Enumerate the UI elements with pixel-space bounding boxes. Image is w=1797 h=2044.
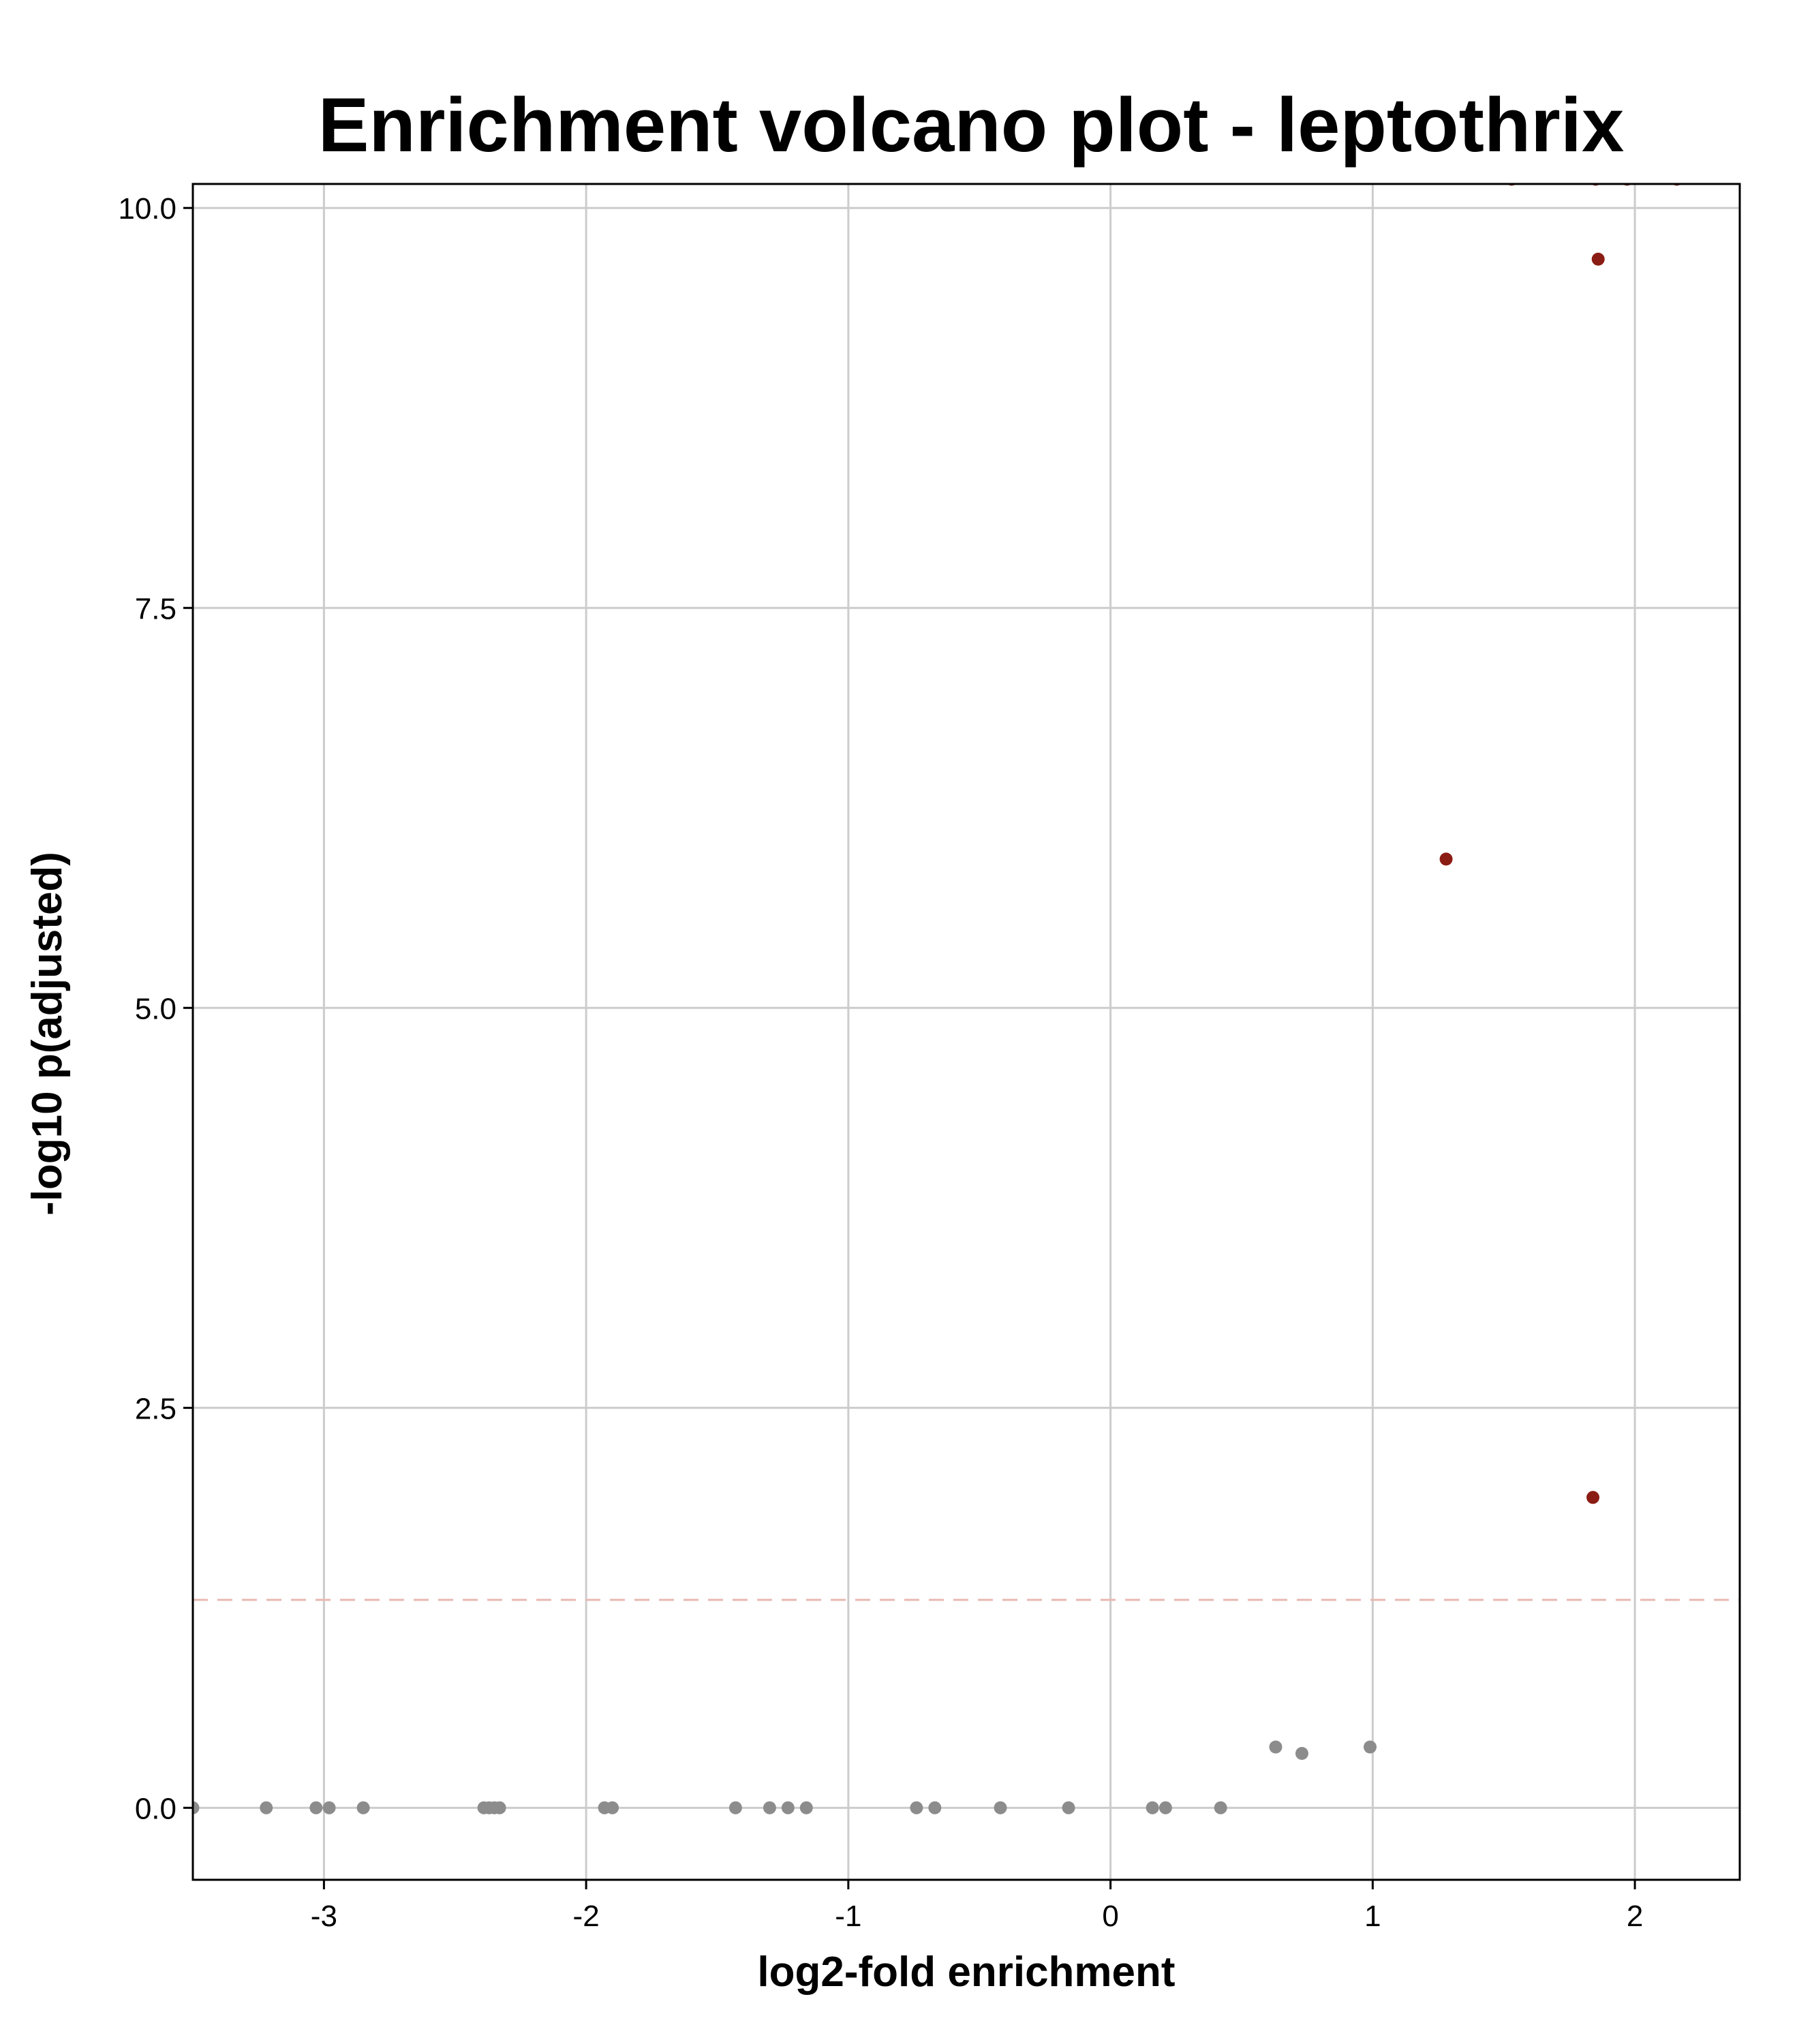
nonsignificant-point (1295, 1746, 1308, 1760)
nonsignificant-point (1364, 1740, 1377, 1754)
x-tick-label: 0 (1102, 1900, 1118, 1933)
nonsignificant-point (322, 1801, 336, 1814)
nonsignificant-point (928, 1801, 942, 1814)
nonsignificant-point (606, 1801, 619, 1814)
nonsignificant-point (728, 1801, 742, 1814)
x-tick-label: 1 (1364, 1900, 1381, 1933)
nonsignificant-point (1062, 1801, 1075, 1814)
y-axis: 0.0 2.5 5.0 7.5 10.0 (118, 192, 193, 1825)
nonsignificant-point (356, 1801, 370, 1814)
nonsignificant-point (1269, 1740, 1283, 1754)
nonsignificant-point (799, 1801, 813, 1814)
plot-border (191, 183, 1741, 1881)
y-tick-label: 10.0 (118, 192, 176, 226)
nonsignificant-point (910, 1801, 923, 1814)
x-axis: -3 -2 -1 0 1 2 (311, 1880, 1643, 1933)
y-tick-label: 2.5 (135, 1392, 176, 1425)
significant-point (1586, 1491, 1600, 1504)
y-tick-label: 5.0 (135, 992, 176, 1025)
nonsignificant-point (309, 1801, 323, 1814)
data-points (193, 184, 1682, 1814)
x-tick-label: 2 (1627, 1900, 1643, 1933)
x-tick-label: -1 (835, 1900, 861, 1933)
x-tick-label: -2 (573, 1900, 600, 1933)
significant-point (1591, 252, 1605, 266)
y-axis-label: -log10 p(adjusted) (24, 852, 71, 1215)
nonsignificant-point (493, 1801, 506, 1814)
gridlines (193, 184, 1740, 1880)
nonsignificant-point (1146, 1801, 1159, 1814)
nonsignificant-point (260, 1801, 273, 1814)
nonsignificant-point (193, 1801, 200, 1814)
nonsignificant-point (994, 1801, 1007, 1814)
y-tick-label: 7.5 (135, 592, 176, 625)
nonsignificant-point (781, 1801, 795, 1814)
significant-point (1439, 852, 1453, 866)
nonsignificant-point (1214, 1801, 1227, 1814)
y-tick-label: 0.0 (135, 1792, 176, 1825)
nonsignificant-point (1158, 1801, 1172, 1814)
x-tick-label: -3 (311, 1900, 337, 1933)
chart-title: Enrichment volcano plot - leptothrix (318, 82, 1625, 168)
nonsignificant-point (763, 1801, 776, 1814)
x-axis-label: log2-fold enrichment (757, 1949, 1175, 1996)
